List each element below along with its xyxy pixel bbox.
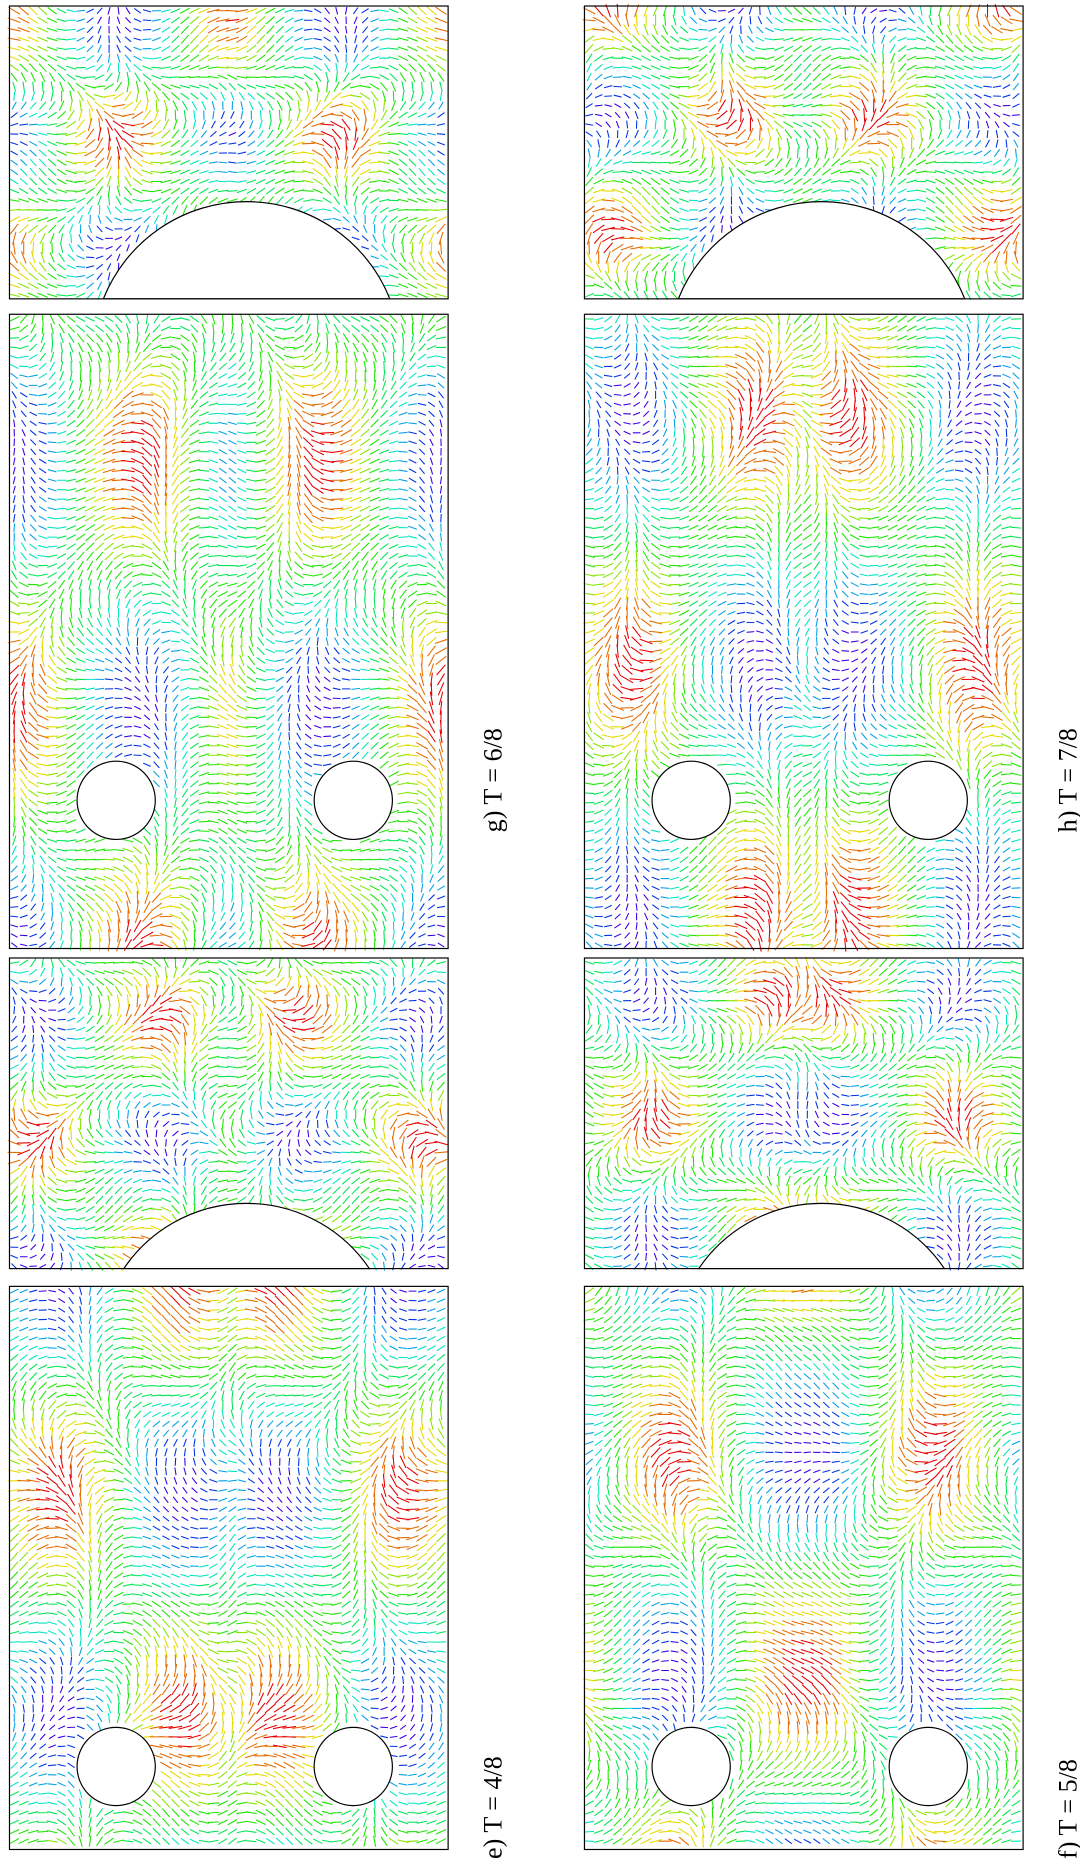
- vector-field: [594, 343, 1010, 949]
- vector-field: [9, 313, 446, 950]
- cylinder: [652, 761, 730, 839]
- vector-field: [9, 314, 446, 950]
- panel-label: h) T = 7/8: [1054, 728, 1080, 832]
- cylinder: [889, 761, 967, 839]
- panel: g) T = 6/8: [8, 6, 508, 951]
- obstacle-arc: [699, 1203, 945, 1268]
- obstacle-arc: [678, 202, 964, 299]
- vector-field: [583, 323, 1022, 948]
- vector-field: [10, 1287, 445, 1788]
- figure: e) T = 4/8 f) T = 5/8 g) T = 6/8 h) T = 7/8: [0, 0, 1080, 1865]
- vector-field: [584, 959, 1022, 1242]
- vector-field: [10, 391, 445, 947]
- cylinder: [77, 1727, 155, 1805]
- vector-field: [595, 8, 1020, 233]
- cylinder: [314, 1727, 392, 1805]
- vector-field: [583, 313, 1022, 946]
- panel: h) T = 7/8: [583, 4, 1080, 952]
- vector-field: [8, 370, 447, 951]
- page: e) T = 4/8 f) T = 5/8 g) T = 6/8 h) T = 7/8…: [0, 0, 1080, 1865]
- panel-frame: [9, 314, 448, 948]
- panel: e) T = 4/8: [8, 957, 508, 1859]
- panel: f) T = 5/8: [583, 957, 1080, 1859]
- cylinder: [77, 761, 155, 839]
- vector-field: [36, 1286, 420, 1747]
- vector-field: [614, 373, 992, 949]
- cylinder: [652, 1727, 730, 1805]
- vector-field: [650, 1422, 955, 1705]
- cylinder: [889, 1727, 967, 1805]
- obstacle-arc: [103, 202, 389, 299]
- vector-field: [652, 1422, 954, 1702]
- vector-field: [23, 1287, 436, 1768]
- panel-label: f) T = 5/8: [1054, 1759, 1080, 1859]
- obstacle-arc: [124, 1203, 370, 1268]
- vector-field: [8, 1287, 447, 1788]
- panel-label: e) T = 4/8: [479, 1756, 508, 1859]
- cylinder: [314, 761, 392, 839]
- panel-label: g) T = 6/8: [479, 728, 508, 832]
